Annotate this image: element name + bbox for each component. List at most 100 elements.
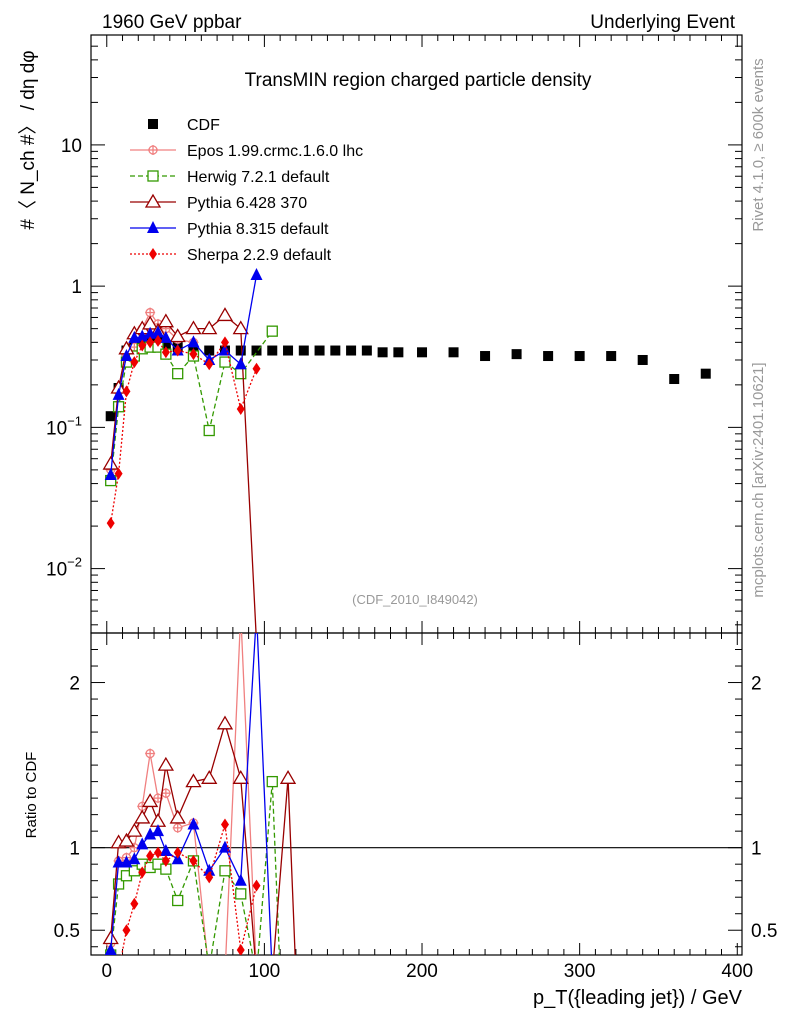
data-point-sherpa: [205, 871, 214, 884]
data-point-pythia6: [169, 328, 186, 343]
data-point-sherpa: [114, 467, 123, 480]
y-tick-label-main: 1: [71, 277, 82, 298]
data-point-sherpa: [189, 854, 198, 867]
plot-title: TransMIN region charged particle density: [245, 70, 592, 91]
data-point-pythia8: [147, 221, 159, 233]
y-tick-label-main: 10−1: [46, 413, 82, 439]
legend-label-cdf: CDF: [187, 117, 220, 134]
header-left: 1960 GeV ppbar: [102, 12, 242, 33]
data-point-pythia6: [216, 307, 234, 322]
data-point-pythia6: [216, 715, 234, 730]
data-point-epos: [145, 748, 156, 759]
x-tick-label: 300: [564, 961, 596, 982]
data-point-sherpa: [115, 966, 123, 978]
data-point-pythia8: [203, 863, 216, 876]
data-point-sherpa: [138, 866, 147, 879]
data-point-sherpa: [153, 334, 162, 347]
data-point-sherpa: [122, 385, 131, 398]
data-point-cdf: [204, 345, 215, 356]
data-point-herwig: [266, 775, 278, 788]
data-point-pythia6: [279, 770, 297, 784]
data-point-pythia6: [232, 770, 249, 784]
data-point-cdf: [361, 345, 372, 356]
x-tick-label: 200: [406, 961, 438, 982]
data-point-epos: [160, 788, 171, 799]
data-point-cdf: [700, 368, 711, 379]
data-point-pythia8: [187, 335, 200, 348]
data-point-cdf: [314, 345, 325, 356]
data-point-herwig: [235, 888, 247, 900]
data-point-cdf: [160, 340, 171, 351]
data-point-herwig: [172, 894, 184, 907]
data-point-pythia6: [185, 320, 202, 335]
header-right: Underlying Event: [590, 12, 735, 33]
data-point-cdf: [251, 345, 262, 356]
data-point-herwig: [219, 356, 231, 368]
data-point-sherpa: [106, 517, 115, 530]
data-point-pythia8: [234, 873, 247, 886]
data-point-cdf: [283, 345, 294, 356]
data-point-sherpa: [236, 944, 245, 955]
data-point-cdf: [417, 347, 428, 358]
data-point-pythia8: [128, 852, 141, 865]
data-point-pythia6: [157, 756, 175, 771]
data-point-sherpa: [146, 849, 155, 862]
legend-label-epos: Epos 1.99.crmc.1.6.0 lhc: [187, 143, 363, 160]
series-line-sherpa: [110, 340, 258, 524]
data-point-pythia8: [159, 843, 172, 856]
legend-label-pythia8: Pythia 8.315 default: [187, 221, 329, 238]
series-line-pythia6: [110, 314, 257, 633]
data-point-pythia8: [250, 267, 263, 280]
data-point-sherpa: [252, 362, 261, 375]
data-point-pythia6: [134, 809, 151, 824]
data-point-pythia6: [232, 320, 249, 335]
data-point-pythia6: [118, 832, 135, 847]
rivet-version-label: Rivet 4.1.0, ≥ 600k events: [750, 58, 767, 231]
data-point-pythia6: [201, 770, 218, 784]
x-tick-label: 400: [721, 961, 753, 982]
y-tick-label-ratio-right: 1: [751, 839, 762, 860]
data-point-pythia8: [120, 855, 133, 868]
data-point-sherpa: [149, 248, 157, 260]
data-point-sherpa: [220, 336, 229, 349]
data-point-cdf: [105, 411, 116, 422]
data-point-pythia6: [102, 930, 119, 945]
data-point-sherpa: [173, 344, 182, 357]
data-point-pythia6: [250, 635, 264, 647]
data-point-herwig: [219, 865, 231, 877]
data-point-pythia8: [151, 325, 164, 338]
data-point-cdf: [148, 119, 158, 129]
series-line-epos: [110, 633, 257, 955]
data-point-sherpa: [252, 879, 261, 892]
data-point-cdf: [267, 345, 278, 356]
data-point-cdf: [574, 351, 585, 362]
data-point-cdf: [235, 345, 246, 356]
data-point-sherpa: [220, 818, 229, 831]
data-point-pythia8: [159, 330, 172, 343]
y-tick-exponent: −1: [67, 413, 82, 428]
x-tick-label: 0: [101, 961, 112, 982]
y-axis-label-ratio: Ratio to CDF: [23, 752, 40, 839]
data-point-cdf: [543, 351, 554, 362]
x-axis-label: p_T({leading jet}) / GeV: [533, 987, 743, 1009]
axis-ticks: 0 100 200 300 400 10−2 10−1 1 10 0.5 0.5 1 1 2 2: [46, 34, 777, 982]
ratio-panel-frame: [90, 632, 743, 956]
main-panel-series: [102, 267, 711, 647]
data-point-pythia8: [218, 840, 231, 853]
data-point-pythia8: [120, 349, 133, 362]
y-tick-label-ratio-right: 2: [751, 674, 762, 695]
data-point-pythia8: [144, 827, 157, 840]
data-point-sherpa: [130, 897, 139, 910]
data-point-cdf: [393, 347, 404, 358]
y-tick-exponent: −2: [67, 555, 82, 570]
mcplots-credit-label: mcplots.cern.ch [arXiv:2401.10621]: [750, 362, 767, 597]
legend-label-pythia6: Pythia 6.428 370: [187, 195, 307, 212]
data-point-pythia6: [185, 773, 202, 788]
y-tick-label-ratio: 1: [69, 839, 80, 860]
data-point-sherpa: [122, 924, 131, 937]
y-tick-label-ratio: 0.5: [54, 921, 80, 942]
data-point-pythia6: [169, 809, 186, 824]
series-line-pythia8: [110, 274, 258, 476]
data-point-cdf: [637, 354, 648, 365]
data-point-cdf: [606, 351, 617, 362]
